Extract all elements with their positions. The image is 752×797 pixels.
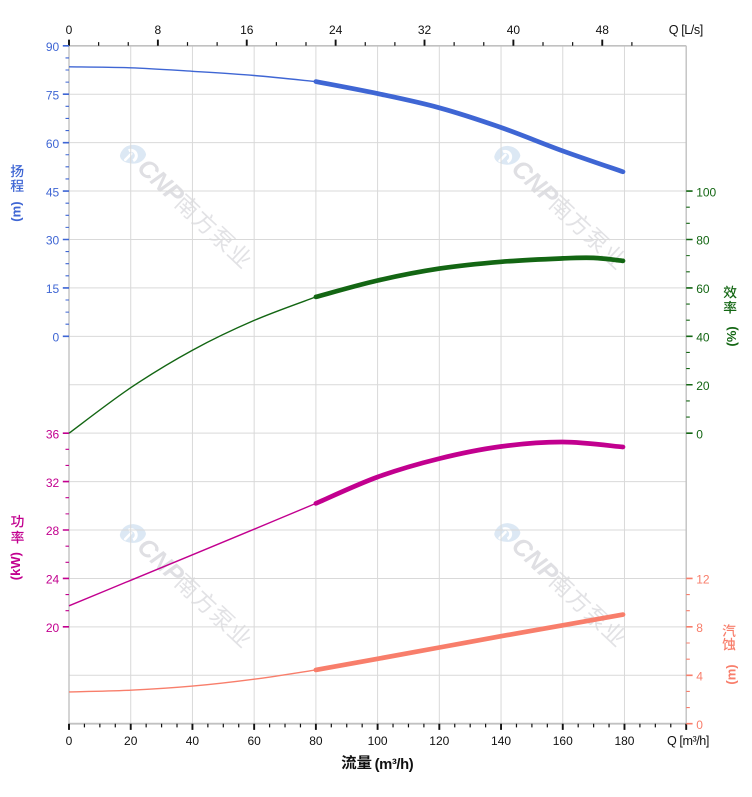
svg-text:32: 32: [418, 23, 432, 37]
svg-text:160: 160: [553, 734, 573, 748]
svg-text:80: 80: [309, 734, 323, 748]
svg-text:36: 36: [46, 427, 60, 441]
svg-text:48: 48: [596, 23, 610, 37]
svg-text:Q [m³/h]: Q [m³/h]: [667, 734, 709, 748]
svg-text:(%): (%): [724, 326, 739, 346]
svg-text:12: 12: [696, 573, 710, 587]
svg-text:30: 30: [46, 234, 60, 248]
svg-text:40: 40: [696, 331, 710, 345]
svg-text:20: 20: [696, 379, 710, 393]
svg-text:24: 24: [46, 573, 60, 587]
svg-text:100: 100: [696, 185, 716, 199]
svg-text:(kW): (kW): [8, 552, 23, 580]
svg-text:90: 90: [46, 40, 60, 54]
svg-text:0: 0: [66, 734, 73, 748]
svg-text:20: 20: [124, 734, 138, 748]
svg-text:0: 0: [696, 427, 703, 441]
svg-text:45: 45: [46, 185, 60, 199]
svg-text:Q [L/s]: Q [L/s]: [669, 23, 703, 37]
svg-text:32: 32: [46, 476, 60, 490]
svg-text:0: 0: [66, 23, 73, 37]
svg-text:60: 60: [247, 734, 261, 748]
svg-text:28: 28: [46, 524, 60, 538]
svg-text:16: 16: [240, 23, 254, 37]
svg-text:80: 80: [696, 234, 710, 248]
svg-text:(m³/h): (m³/h): [375, 757, 414, 773]
svg-text:120: 120: [429, 734, 449, 748]
svg-text:180: 180: [614, 734, 634, 748]
svg-text:24: 24: [329, 23, 343, 37]
svg-text:40: 40: [186, 734, 200, 748]
svg-text:4: 4: [696, 669, 703, 683]
svg-text:60: 60: [46, 137, 60, 151]
svg-text:60: 60: [696, 282, 710, 296]
svg-text:(m): (m): [723, 664, 738, 684]
svg-text:8: 8: [155, 23, 162, 37]
svg-text:0: 0: [53, 331, 60, 345]
svg-text:40: 40: [507, 23, 521, 37]
svg-text:20: 20: [46, 621, 60, 635]
svg-text:15: 15: [46, 282, 60, 296]
svg-text:8: 8: [696, 621, 703, 635]
svg-text:0: 0: [696, 718, 703, 732]
svg-text:100: 100: [368, 734, 388, 748]
svg-text:75: 75: [46, 88, 60, 102]
svg-text:140: 140: [491, 734, 511, 748]
svg-text:(m): (m): [9, 201, 24, 221]
